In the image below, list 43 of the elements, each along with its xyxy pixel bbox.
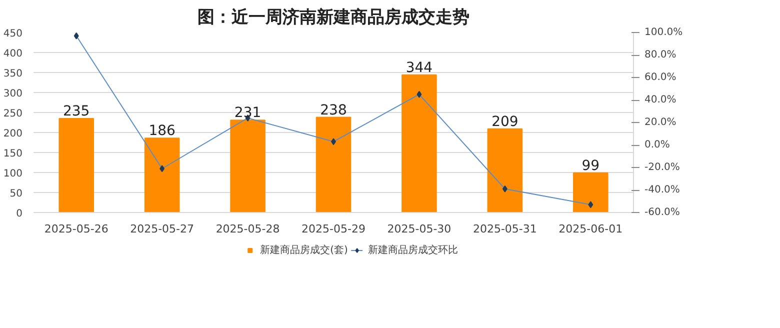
y-tick-label: 100 bbox=[3, 168, 23, 180]
y-tick-label: 250 bbox=[3, 108, 23, 120]
bar bbox=[487, 128, 523, 212]
y2-tick-label: 40.0% bbox=[644, 94, 676, 106]
bar bbox=[402, 74, 437, 212]
data-label: 238 bbox=[320, 102, 347, 118]
data-label: 99 bbox=[582, 158, 600, 174]
bar bbox=[573, 172, 608, 212]
y-tick-label: 300 bbox=[3, 88, 23, 100]
bar bbox=[230, 120, 266, 212]
y2-tick-label: 20.0% bbox=[644, 117, 676, 128]
x-tick-label: 2025-05-29 bbox=[302, 222, 366, 236]
data-label: 344 bbox=[406, 60, 433, 76]
y2-tick-label: 60.0% bbox=[644, 72, 676, 83]
y2-tick-label: -20.0% bbox=[644, 162, 680, 173]
x-tick-label: 2025-05-30 bbox=[387, 222, 452, 236]
x-tick-label: 2025-05-31 bbox=[472, 222, 537, 236]
x-tick-label: 2025-05-28 bbox=[216, 222, 280, 236]
data-label: 209 bbox=[492, 114, 518, 130]
bar bbox=[316, 116, 352, 212]
y-tick-label: 350 bbox=[3, 68, 23, 80]
y2-tick-label: 80.0% bbox=[644, 50, 676, 60]
y-tick-label: 0 bbox=[16, 208, 23, 220]
x-tick-label: 2025-05-26 bbox=[44, 222, 108, 236]
y2-tick-label: 0.0% bbox=[644, 140, 670, 150]
bar bbox=[58, 118, 94, 212]
data-label: 235 bbox=[62, 104, 90, 120]
y2-tick-label: -60.0% bbox=[644, 207, 680, 218]
data-label: 231 bbox=[234, 105, 262, 122]
y-tick-label: 450 bbox=[3, 28, 23, 40]
y-tick-label: 400 bbox=[3, 48, 23, 60]
y-tick-label: 150 bbox=[3, 148, 23, 160]
y-tick-label: 50 bbox=[10, 188, 23, 200]
y-tick-label: 200 bbox=[3, 128, 23, 140]
data-label: 186 bbox=[148, 123, 176, 140]
chart-title: 图：近一周济南新建商品房成交走势 bbox=[198, 8, 470, 28]
x-tick-label: 2025-05-27 bbox=[130, 222, 194, 236]
legend-label: 新建商品房成交(套) bbox=[260, 244, 348, 257]
y2-tick-label: -40.0% bbox=[644, 184, 680, 196]
legend-label: 新建商品房成交环比 bbox=[368, 244, 458, 257]
x-tick-label: 2025-06-01 bbox=[558, 222, 623, 236]
y2-tick-label: 100.0% bbox=[644, 27, 683, 38]
bar bbox=[144, 138, 180, 212]
